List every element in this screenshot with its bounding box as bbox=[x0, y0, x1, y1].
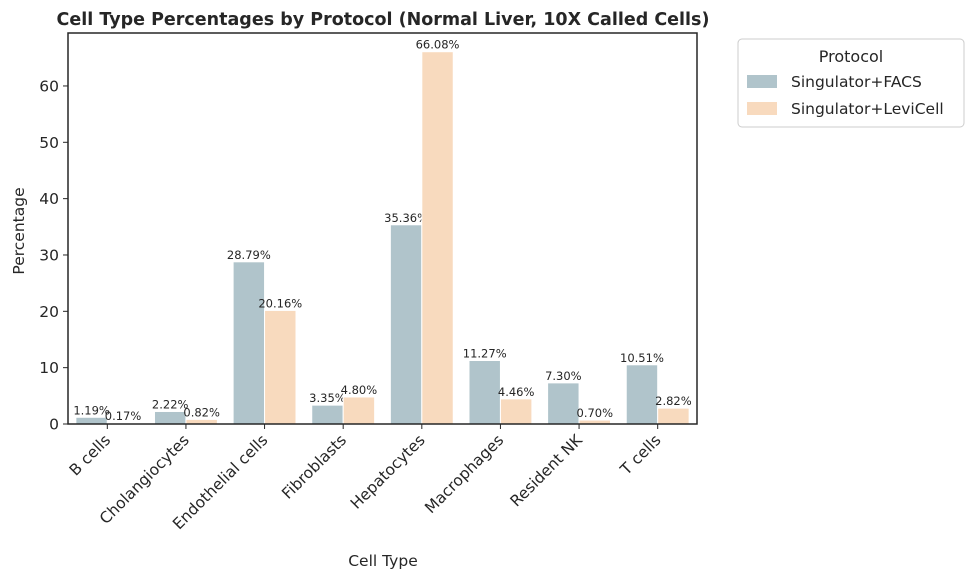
plot-area: 1.19% 2.22% 28.79% 3.35% 35.36% 11.27% 7.30% 10… bbox=[39, 32, 698, 533]
bar-levicell-2 bbox=[264, 309, 297, 425]
data-label-facs-3: 3.35% bbox=[309, 391, 346, 405]
bar-facs-0 bbox=[75, 416, 108, 425]
bar-facs-2 bbox=[232, 261, 266, 425]
x-tick-label-0: B cells bbox=[66, 431, 114, 479]
data-label-facs-6: 7.30% bbox=[545, 369, 582, 383]
data-label-facs-0: 1.19% bbox=[73, 403, 110, 417]
plot-frame bbox=[67, 32, 698, 425]
x-tick-label-3: Fibroblasts bbox=[278, 431, 350, 503]
y-tick-label-2: 20 bbox=[39, 303, 59, 321]
data-label-facs-7: 10.51% bbox=[620, 351, 664, 365]
y-tick-label-4: 40 bbox=[39, 190, 59, 208]
chart-title: Cell Type Percentages by Protocol (Norma… bbox=[57, 10, 710, 30]
x-tick-label-5: Macrophages bbox=[421, 431, 507, 517]
data-label-facs-2: 28.79% bbox=[227, 248, 271, 262]
bar-facs-1 bbox=[153, 410, 187, 425]
bar-facs-3 bbox=[311, 404, 344, 425]
legend-label-facs: Singulator+FACS bbox=[791, 73, 922, 91]
bar-facs-4 bbox=[389, 224, 423, 425]
bar-levicell-3 bbox=[342, 396, 376, 425]
data-label-facs-5: 11.27% bbox=[463, 347, 507, 361]
legend-title: Protocol bbox=[819, 47, 883, 66]
y-tick-label-6: 60 bbox=[39, 77, 59, 95]
y-axis-label: Percentage bbox=[10, 187, 28, 274]
data-label-facs-4: 35.36% bbox=[384, 211, 428, 225]
bar-facs-5 bbox=[468, 360, 501, 425]
legend-label-levicell: Singulator+LeviCell bbox=[791, 100, 944, 118]
y-tick-label-0: 0 bbox=[49, 416, 59, 434]
x-tick-label-6: Resident NK bbox=[507, 431, 587, 511]
data-label-levicell-5: 4.46% bbox=[498, 385, 535, 399]
x-tick-label-4: Hepatocytes bbox=[347, 431, 429, 513]
data-label-levicell-7: 2.82% bbox=[655, 394, 692, 408]
y-tick-label-3: 30 bbox=[39, 246, 59, 264]
data-label-levicell-0: 0.17% bbox=[105, 409, 142, 423]
data-label-levicell-1: 0.82% bbox=[183, 405, 220, 419]
data-label-facs-1: 2.22% bbox=[152, 397, 189, 411]
legend-frame bbox=[737, 38, 965, 128]
data-label-levicell-6: 0.70% bbox=[577, 406, 614, 420]
legend: Protocol Singulator+FACS Singulator+LeviC… bbox=[737, 38, 965, 128]
data-label-levicell-3: 4.80% bbox=[341, 383, 378, 397]
legend-swatch-levicell bbox=[747, 102, 777, 115]
legend-swatch-facs bbox=[747, 75, 777, 88]
x-tick-label-7: T cells bbox=[616, 431, 664, 479]
data-label-levicell-2: 20.16% bbox=[258, 296, 302, 310]
bar-levicell-5 bbox=[499, 398, 533, 425]
bar-facs-7 bbox=[625, 364, 659, 425]
bar-levicell-4 bbox=[421, 51, 454, 425]
x-axis-label: Cell Type bbox=[348, 552, 418, 570]
y-tick-label-1: 10 bbox=[39, 359, 59, 377]
bar-facs-6 bbox=[547, 382, 580, 425]
data-label-levicell-4: 66.08% bbox=[416, 38, 460, 52]
bar-levicell-7 bbox=[657, 407, 690, 425]
y-tick-label-5: 50 bbox=[39, 134, 59, 152]
